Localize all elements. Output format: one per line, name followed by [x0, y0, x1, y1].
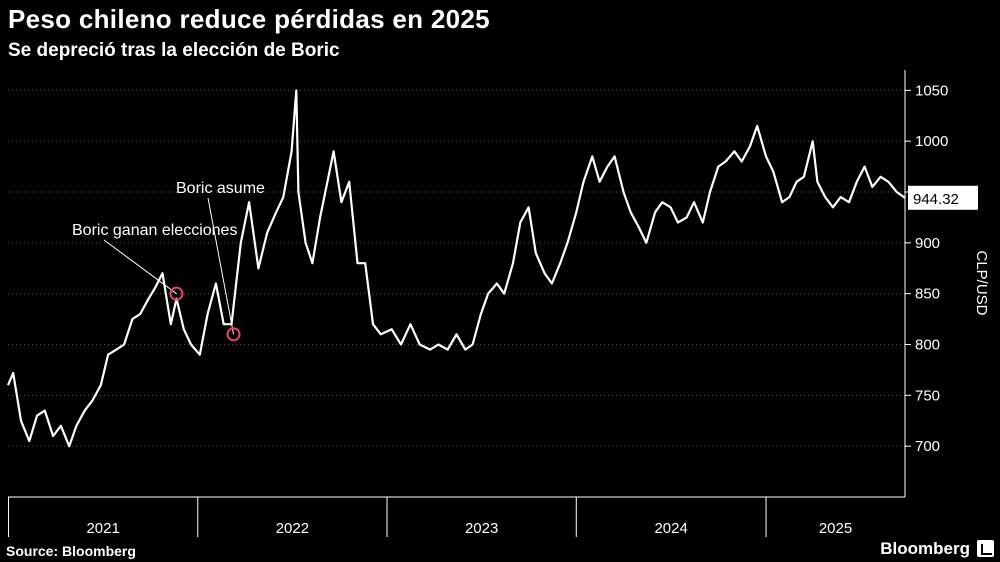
annotation-label: Boric asume — [176, 180, 265, 197]
annotation-label: Boric ganan elecciones — [72, 222, 237, 239]
y-axis-title: CLP/USD — [973, 250, 990, 315]
y-tick-label: 800 — [915, 337, 940, 354]
annotation-leader — [207, 197, 235, 335]
y-tick-label: 1000 — [915, 133, 948, 150]
x-tick-label: 2023 — [465, 520, 498, 537]
last-value-box — [908, 185, 978, 210]
annotation-leader — [103, 239, 177, 295]
y-tick-label: 850 — [915, 286, 940, 303]
chart-title: Peso chileno reduce pérdidas en 2025 — [8, 4, 490, 34]
source-note: Source: Bloomberg — [6, 543, 136, 559]
y-tick-label: 750 — [915, 387, 940, 404]
x-tick-label: 2021 — [86, 520, 119, 537]
y-tick-label: 1050 — [915, 82, 948, 99]
chart-subtitle: Se depreció tras la elección de Boric — [8, 40, 340, 61]
annotation-marker — [226, 327, 241, 342]
brand-name: Bloomberg — [880, 539, 970, 558]
annotation-marker — [169, 286, 184, 301]
x-tick-label: 2025 — [819, 520, 852, 537]
y-tick-label: 900 — [915, 235, 940, 252]
x-tick-label: 2022 — [276, 520, 309, 537]
last-value-label: 944.32 — [913, 191, 959, 208]
x-tick-label: 2024 — [654, 520, 687, 537]
y-tick-label: 700 — [915, 438, 940, 455]
bloomberg-logo-icon — [977, 540, 994, 557]
series-line — [6, 89, 906, 448]
